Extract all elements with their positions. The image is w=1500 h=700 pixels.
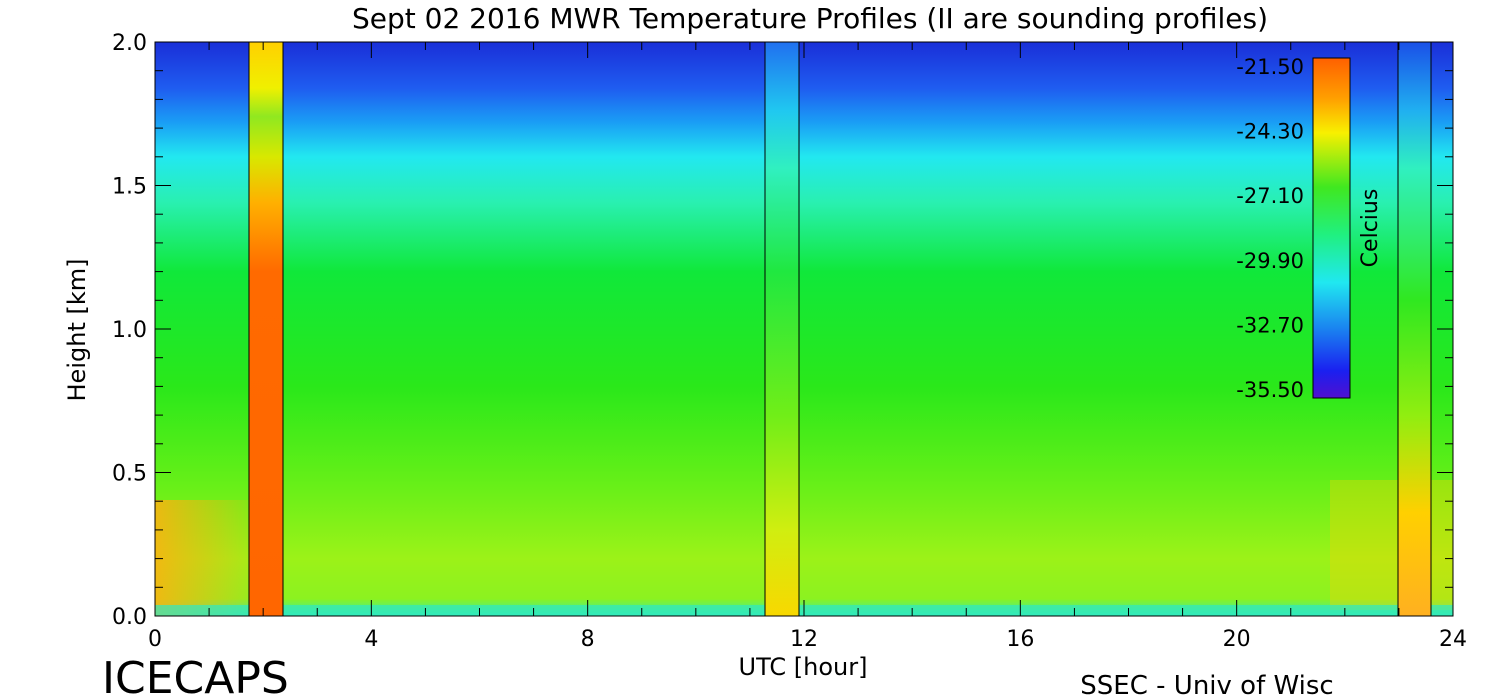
x-tick-label: 20 xyxy=(1223,627,1251,652)
y-tick-label: 1.0 xyxy=(112,318,147,343)
sounding-band-1 xyxy=(249,42,283,616)
colorbar: Celcius -21.50 -24.30 -27.10 -29.90 -32.70 -3… xyxy=(1236,55,1383,402)
sounding-band-3 xyxy=(1398,42,1431,616)
x-tick-label: 24 xyxy=(1439,627,1467,652)
footer-right-credit: SSEC - Univ of Wisc xyxy=(1080,671,1333,700)
x-tick-label: 12 xyxy=(790,627,818,652)
x-tick-label: 16 xyxy=(1006,627,1034,652)
chart-title: Sept 02 2016 MWR Temperature Profiles (I… xyxy=(352,2,1268,35)
colorbar-tick-label: -29.90 xyxy=(1236,249,1304,273)
x-tick-label: 0 xyxy=(148,627,162,652)
colorbar-tick-labels: -21.50 -24.30 -27.10 -29.90 -32.70 -35.50 xyxy=(1236,55,1304,402)
colorbar-tick-label: -27.10 xyxy=(1236,184,1304,208)
colorbar-tick-label: -35.50 xyxy=(1236,378,1304,402)
x-tick-label: 4 xyxy=(364,627,378,652)
x-tick-labels: 0 4 8 12 16 20 24 xyxy=(148,627,1467,652)
y-tick-label: 1.5 xyxy=(112,175,147,200)
field-background xyxy=(155,42,1453,616)
warm-surface-patch-left xyxy=(155,500,265,616)
sounding-band-2 xyxy=(765,42,799,616)
axis-ticks xyxy=(154,41,1454,617)
y-axis-label: Height [km] xyxy=(63,259,91,402)
colorbar-label: Celcius xyxy=(1358,189,1383,268)
y-tick-label: 0.0 xyxy=(112,605,147,630)
footer-left-logo: ICECAPS xyxy=(102,653,289,700)
plot-area xyxy=(155,42,1453,616)
x-axis-label: UTC [hour] xyxy=(739,653,868,681)
y-tick-labels: 0.0 0.5 1.0 1.5 2.0 xyxy=(112,31,147,630)
colorbar-tick-label: -24.30 xyxy=(1236,120,1304,144)
colorbar-tick-label: -32.70 xyxy=(1236,313,1304,337)
x-tick-label: 8 xyxy=(581,627,595,652)
y-tick-label: 0.5 xyxy=(112,462,147,487)
warm-surface-patch-right xyxy=(1330,480,1453,610)
colorbar-ramp xyxy=(1312,57,1351,399)
y-tick-label: 2.0 xyxy=(112,31,147,56)
colorbar-tick-label: -21.50 xyxy=(1236,55,1304,79)
